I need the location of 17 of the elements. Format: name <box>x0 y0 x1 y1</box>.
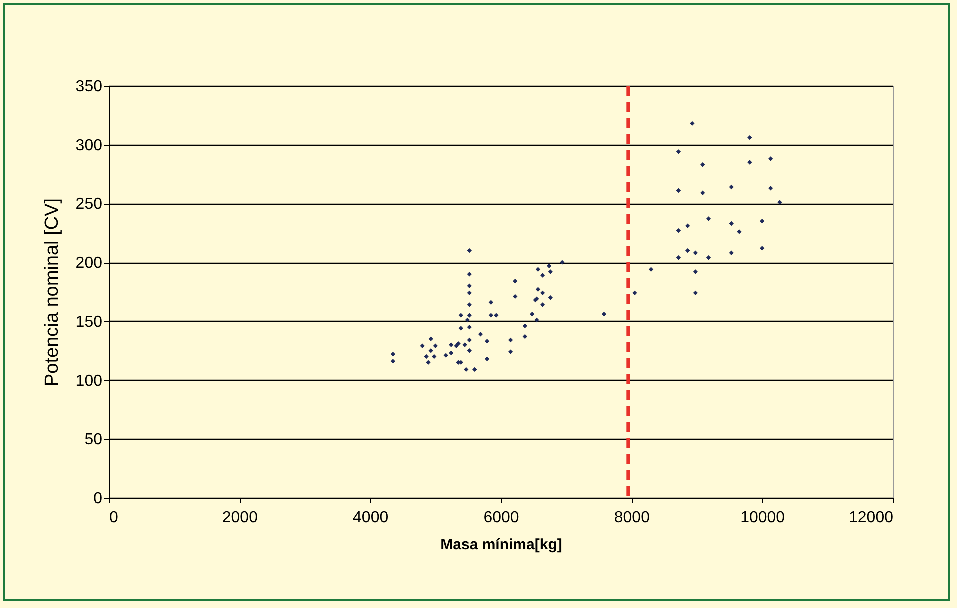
y-axis-title: Potencia nominal [CV] <box>42 198 63 386</box>
y-tick-label: 300 <box>76 137 103 154</box>
y-tick-label: 200 <box>76 255 103 272</box>
x-tick-label: 8000 <box>614 510 650 526</box>
x-tick-label: 12000 <box>849 510 894 526</box>
x-tick-label: 10000 <box>740 510 786 526</box>
x-tick-label: 2000 <box>222 510 258 526</box>
x-axis-title: Masa mínima[kg] <box>440 536 562 554</box>
x-tick-label: 4000 <box>353 510 389 526</box>
y-tick-label: 250 <box>76 196 103 214</box>
y-tick-label: 150 <box>76 314 103 331</box>
y-tick-label: 50 <box>84 432 103 449</box>
x-tick-label: 6000 <box>484 510 520 526</box>
x-tick-label: 0 <box>110 510 118 526</box>
y-tick-label: 350 <box>76 78 103 96</box>
y-tick-label: 0 <box>94 490 103 508</box>
y-tick-label: 100 <box>76 372 103 390</box>
